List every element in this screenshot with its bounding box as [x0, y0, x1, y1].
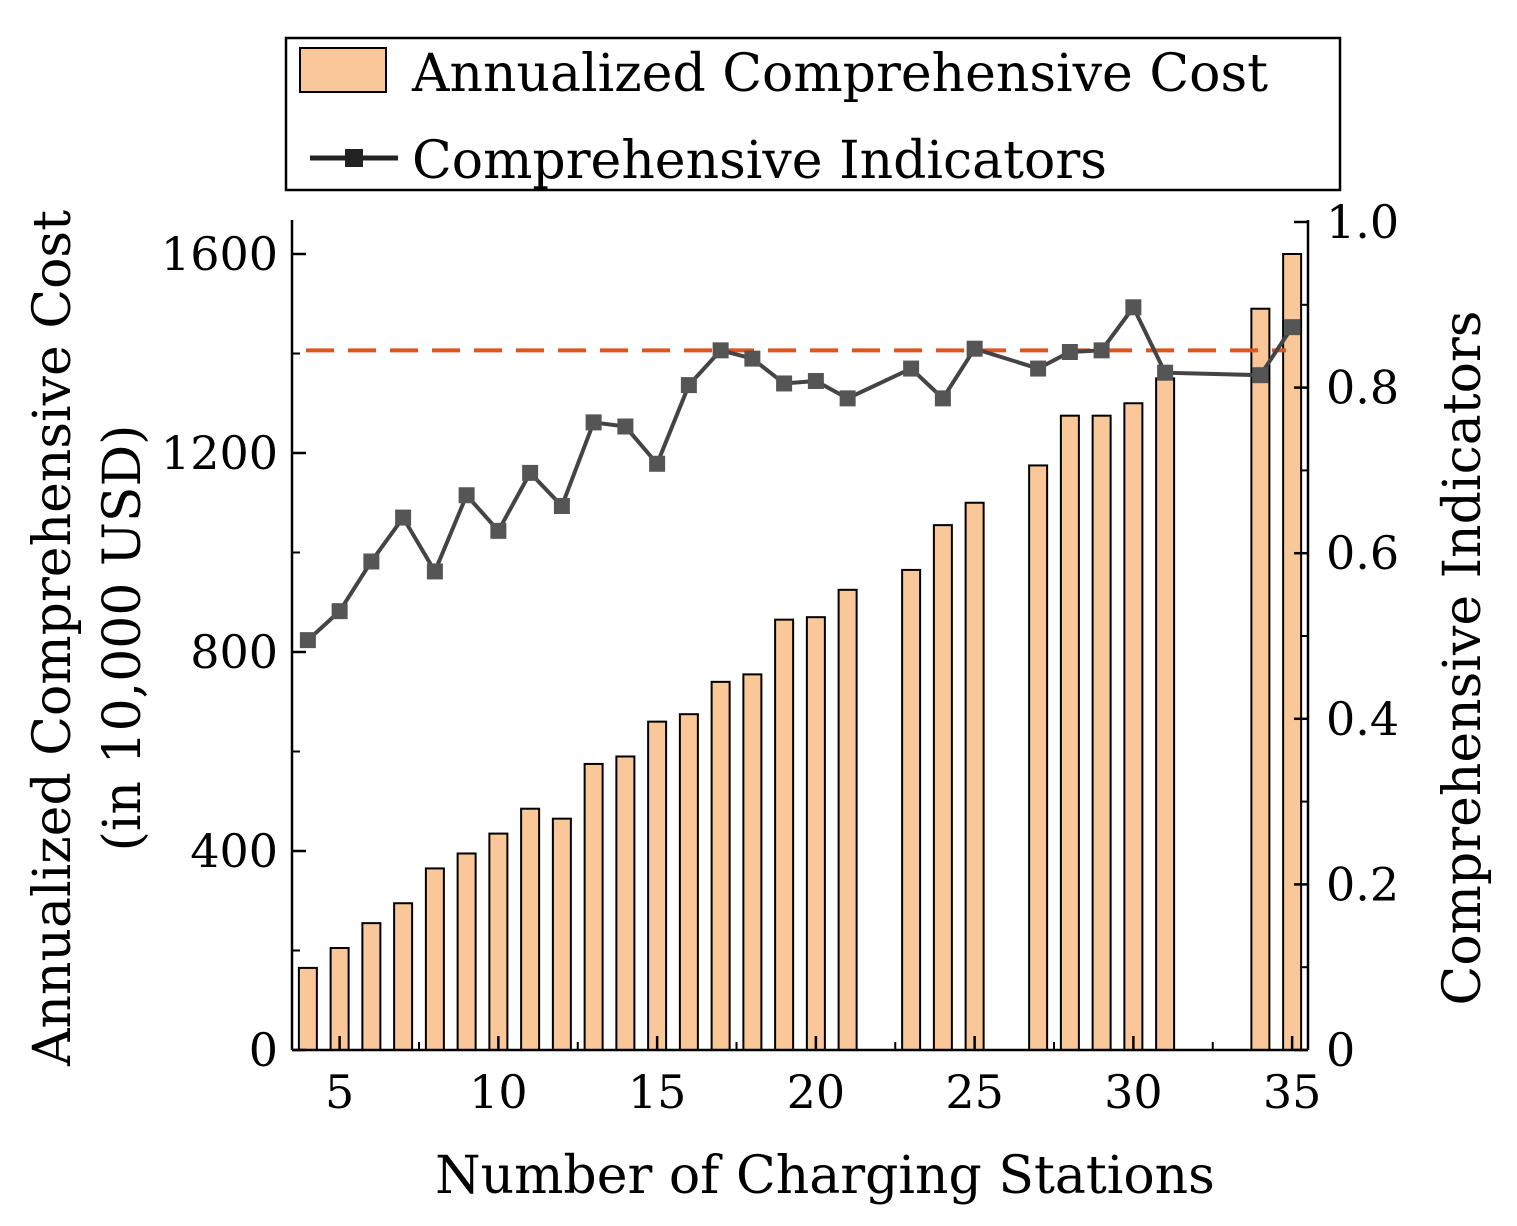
x-tick-label: 35: [1263, 1065, 1322, 1119]
bar: [520, 807, 541, 1052]
indicator-marker: [744, 350, 761, 367]
indicator-marker: [966, 340, 983, 357]
indicator-marker: [1030, 360, 1047, 377]
indicator-marker: [395, 509, 412, 526]
indicator-marker: [299, 632, 316, 649]
bar: [805, 616, 826, 1051]
indicator-marker: [1284, 319, 1301, 336]
indicator-marker: [1252, 367, 1269, 384]
legend-label-indicator: Comprehensive Indicators: [412, 131, 1107, 191]
legend-bar-swatch: [299, 47, 387, 93]
indicator-marker: [807, 372, 824, 389]
y-left-tick-label: 1200: [161, 426, 278, 480]
x-tick-label: 5: [325, 1065, 354, 1119]
x-tick-label: 20: [787, 1065, 846, 1119]
legend-marker-swatch: [345, 149, 363, 167]
y-left-tick-label: 1600: [161, 227, 278, 281]
legend-frame: [284, 36, 1342, 192]
bar: [488, 832, 509, 1052]
y-right-tick-label: 1.0: [1326, 195, 1399, 249]
y-left-axis-title-line2: (in 10,000 USD): [93, 425, 153, 852]
indicator-marker: [490, 522, 507, 539]
indicator-marker: [1157, 364, 1174, 381]
indicator-marker: [776, 375, 793, 392]
bar: [583, 762, 604, 1051]
legend-label-cost: Annualized Comprehensive Cost: [411, 44, 1268, 104]
bar: [1091, 414, 1112, 1051]
y-left-axis-title-line1: Annualized Comprehensive Cost: [23, 210, 83, 1067]
bar: [837, 588, 858, 1051]
indicator-marker: [1093, 342, 1110, 359]
y-left-tick-label: 400: [190, 824, 278, 878]
x-tick-label: 25: [945, 1065, 1004, 1119]
indicator-marker: [522, 464, 539, 481]
x-tick-label: 10: [469, 1065, 528, 1119]
indicator-marker: [712, 342, 729, 359]
axes-layer: 5 10 15 20 25 30 3504008001200160000.20.40.60.…: [161, 195, 1399, 1119]
bar: [424, 867, 445, 1051]
bar: [297, 966, 318, 1051]
bar: [1123, 402, 1144, 1051]
x-axis-title: Number of Charging Stations: [435, 1146, 1215, 1206]
bar: [1059, 414, 1080, 1051]
bar: [1282, 253, 1303, 1051]
indicator-marker: [458, 487, 475, 504]
bar: [678, 713, 699, 1051]
indicator-marker: [680, 377, 697, 394]
indicator-marker: [585, 414, 602, 431]
indicator-marker: [617, 418, 634, 435]
y-right-tick-label: 0.8: [1326, 361, 1399, 415]
bar: [393, 902, 414, 1051]
indicator-marker: [426, 563, 443, 580]
y-left-tick-label: 800: [190, 625, 278, 679]
indicator-marker: [839, 390, 856, 407]
indicator-marker: [903, 360, 920, 377]
y-left-tick-label: 0: [249, 1023, 278, 1077]
bar: [361, 922, 382, 1052]
y-right-axis-title: Comprehensive Indicators: [1433, 311, 1493, 1006]
bar: [774, 618, 795, 1051]
bars-layer: [297, 253, 1303, 1052]
bar: [1028, 464, 1049, 1051]
y-right-tick-label: 0.6: [1326, 526, 1399, 580]
bar: [742, 673, 763, 1051]
bar: [615, 755, 636, 1051]
y-right-tick-label: 0: [1326, 1023, 1355, 1077]
bar: [901, 568, 922, 1051]
bar: [551, 817, 572, 1051]
bar: [1250, 307, 1271, 1052]
bar: [932, 524, 953, 1051]
indicator-marker: [1061, 343, 1078, 360]
bar: [647, 720, 668, 1052]
x-tick-label: 15: [628, 1065, 687, 1119]
indicator-marker: [1125, 299, 1142, 316]
indicator-marker: [649, 455, 666, 472]
y-right-tick-label: 0.2: [1326, 857, 1399, 911]
x-tick-label: 30: [1104, 1065, 1163, 1119]
indicator-marker: [363, 553, 380, 570]
indicator-line: [306, 303, 1294, 642]
bar: [456, 852, 477, 1051]
indicator-marker: [934, 390, 951, 407]
y-right-tick-label: 0.4: [1326, 692, 1399, 746]
indicator-marker: [331, 603, 348, 620]
markers-layer: [299, 299, 1301, 649]
indicator-marker: [553, 498, 570, 515]
bar: [329, 947, 350, 1052]
bar: [710, 680, 731, 1051]
bar: [1155, 377, 1176, 1051]
bar: [964, 501, 985, 1051]
line-layer: [306, 303, 1294, 642]
legend: Annualized Comprehensive Cost Comprehens…: [284, 36, 1342, 192]
